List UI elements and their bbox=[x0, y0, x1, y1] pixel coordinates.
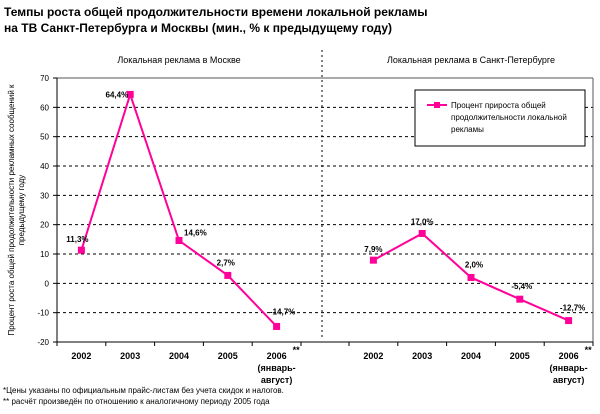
y-axis-label: предыдущему году bbox=[17, 175, 26, 246]
data-label: 2,0% bbox=[465, 260, 483, 269]
data-point bbox=[224, 271, 232, 279]
y-tick-label: -20 bbox=[37, 338, 49, 347]
y-tick-label: 30 bbox=[40, 191, 49, 200]
x-tick-label: 2005 bbox=[218, 351, 238, 361]
data-point bbox=[77, 246, 85, 254]
panel-title: Локальная реклама в Москве bbox=[117, 55, 240, 65]
y-tick-label: 70 bbox=[40, 74, 49, 83]
data-label: 17,0% bbox=[411, 217, 434, 226]
y-tick-label: 40 bbox=[40, 162, 49, 171]
data-point bbox=[273, 322, 281, 330]
footnote-1: *Цены указаны по официальным прайс-листа… bbox=[3, 386, 284, 395]
x-tick-label: 2004 bbox=[169, 351, 189, 361]
data-label: 2,7% bbox=[217, 258, 235, 267]
x-tick-label: 2004 bbox=[461, 351, 481, 361]
y-tick-label: 50 bbox=[40, 133, 49, 142]
series-line bbox=[80, 91, 278, 328]
y-tick-label: 0 bbox=[45, 279, 50, 288]
legend-label: рекламы bbox=[451, 125, 484, 134]
y-tick-label: 60 bbox=[40, 103, 49, 112]
chart-title-line-2: на ТВ Санкт-Петербурга и Москвы (мин., %… bbox=[4, 21, 393, 35]
data-point bbox=[565, 317, 573, 325]
x-tick-sublabel: август) bbox=[261, 375, 292, 385]
data-label: -5,4% bbox=[511, 282, 532, 291]
data-label: 14,6% bbox=[184, 229, 207, 238]
panel-title: Локальная реклама в Санкт-Петербурге bbox=[387, 55, 555, 65]
x-tick-sublabel: август) bbox=[553, 375, 584, 385]
footnote-marker: ** bbox=[585, 345, 593, 355]
data-label: -14,7% bbox=[270, 307, 295, 316]
data-point bbox=[516, 295, 524, 303]
data-point bbox=[126, 90, 134, 98]
x-tick-label: 2006 bbox=[559, 351, 579, 361]
x-tick-sublabel: (январь- bbox=[258, 363, 296, 373]
x-tick-label: 2002 bbox=[363, 351, 383, 361]
x-tick-sublabel: (январь- bbox=[550, 363, 588, 373]
data-label: -12,7% bbox=[560, 304, 585, 313]
data-point bbox=[175, 237, 183, 245]
y-axis-label: Процент роста общей продолжительности ре… bbox=[7, 84, 16, 336]
x-tick-label: 2006 bbox=[267, 351, 287, 361]
footnote-2: ** расчёт произведён по отношению к анал… bbox=[3, 397, 270, 406]
y-tick-label: 10 bbox=[40, 250, 49, 259]
legend-marker bbox=[434, 102, 440, 108]
data-label: 11,3% bbox=[66, 235, 88, 244]
chart-title-line-1: Темпы роста общей продолжительности врем… bbox=[4, 5, 428, 19]
footnote-marker: ** bbox=[293, 345, 301, 355]
y-tick-label: 20 bbox=[40, 221, 49, 230]
chart-title: Темпы роста общей продолжительности врем… bbox=[4, 4, 427, 36]
legend-label: продолжительности локальной bbox=[451, 113, 567, 122]
y-tick-label: -10 bbox=[37, 309, 49, 318]
data-label: 64,4% bbox=[106, 90, 129, 99]
legend-label: Процент прироста общей bbox=[451, 101, 546, 110]
x-tick-label: 2002 bbox=[71, 351, 91, 361]
x-tick-label: 2005 bbox=[510, 351, 530, 361]
data-point bbox=[369, 256, 377, 264]
legend-box bbox=[414, 89, 586, 147]
data-label: 7,9% bbox=[364, 245, 382, 254]
data-point bbox=[467, 273, 475, 281]
x-tick-label: 2003 bbox=[120, 351, 140, 361]
data-point bbox=[418, 229, 426, 237]
x-tick-label: 2003 bbox=[412, 351, 432, 361]
